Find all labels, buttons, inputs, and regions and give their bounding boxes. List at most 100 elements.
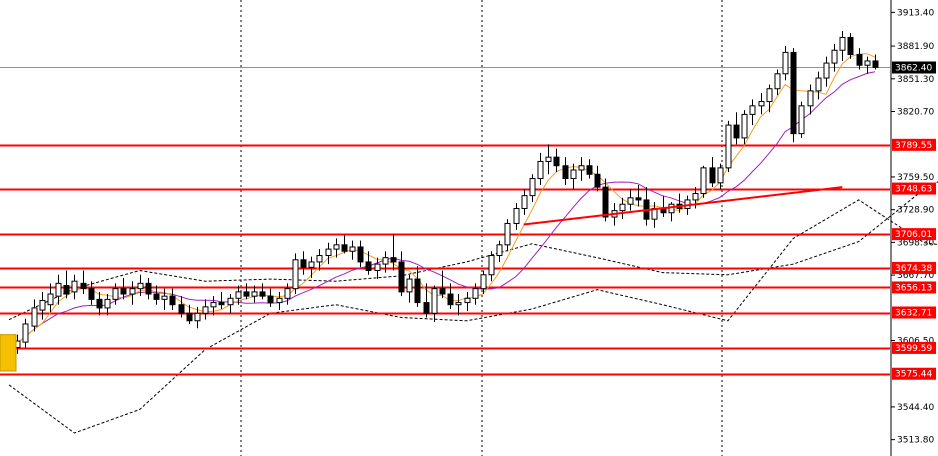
annotations [0, 186, 843, 372]
candle-bullish [619, 203, 626, 212]
candle-bearish [414, 278, 421, 304]
candle-bullish [807, 90, 814, 107]
candle-bearish [602, 186, 609, 218]
candle-bearish [423, 302, 430, 314]
candle-bearish [88, 288, 95, 300]
candle-bullish [39, 299, 46, 311]
level-price-box [892, 228, 936, 241]
candle-bearish [390, 257, 397, 263]
candle-bearish [709, 167, 716, 184]
candle-bearish [243, 291, 250, 297]
level-price-box [892, 182, 936, 195]
candle-bullish [464, 297, 471, 304]
candle-bearish [300, 259, 307, 268]
candle-bearish [635, 197, 642, 201]
level-price-label: 3656.13 [895, 283, 932, 293]
highlight-box [0, 334, 17, 372]
candle-bullish [112, 288, 119, 300]
candle-bullish [692, 193, 699, 201]
candle-bearish [63, 284, 70, 295]
candle-bearish [80, 282, 87, 290]
candle-bullish [325, 248, 332, 257]
candle-bullish [741, 113, 748, 139]
candle-bearish [439, 288, 446, 295]
vertical-gridlines [240, 0, 723, 456]
candle-bullish [545, 156, 552, 162]
candle-bullish [276, 297, 283, 304]
candle-bearish [586, 165, 593, 175]
candle-bullish [480, 274, 487, 290]
candle-bullish [202, 306, 209, 314]
level-price-label: 3674.38 [895, 264, 932, 274]
candle-bearish [872, 60, 879, 68]
candle-bullish [504, 222, 511, 246]
candle-bullish [31, 307, 38, 327]
level-price-box [892, 261, 936, 274]
current-price-box [892, 61, 936, 74]
level-price-label: 3599.59 [895, 344, 932, 354]
bollinger-lower-band [8, 199, 938, 434]
candle-bullish [725, 124, 732, 169]
candle-bearish [553, 156, 560, 167]
candle-bullish [55, 282, 62, 297]
candle-bullish [129, 288, 136, 295]
candle-bullish [235, 291, 242, 299]
axis-tick-label: 3544.40 [897, 403, 934, 413]
level-price-box [892, 341, 936, 354]
support-resistance-levels [0, 67, 890, 376]
price-axis: 3913.40 3881.90 3851.30 3820.70 3759.50 3728.… [890, 0, 936, 456]
candle-bullish [71, 280, 78, 293]
candle-bearish [365, 261, 372, 271]
candle-bullish [137, 282, 144, 290]
candle-bullish [194, 312, 201, 322]
axis-tick-label: 3728.90 [897, 206, 934, 216]
bollinger-upper-band [8, 181, 938, 321]
candle-bullish [349, 246, 356, 252]
candle-bearish [267, 295, 274, 304]
candle-bullish [823, 62, 830, 79]
candle-bullish [521, 195, 528, 209]
candle-bullish [864, 60, 871, 66]
candle-bullish [374, 263, 381, 271]
candle-bullish [227, 297, 234, 306]
candle-bearish [96, 298, 103, 309]
candle-bullish [815, 77, 822, 92]
candle-bullish [284, 288, 291, 299]
trendline [523, 186, 843, 226]
candle-bullish [513, 207, 520, 224]
candle-bearish [186, 312, 193, 322]
candle-bullish [782, 51, 789, 75]
candle-bullish [292, 259, 299, 290]
slow-moving-average [8, 71, 876, 346]
candle-bearish [733, 124, 740, 139]
level-price-box [892, 281, 936, 294]
candle-bearish [790, 51, 797, 135]
candle-bearish [856, 54, 863, 66]
candle-bullish [766, 88, 773, 103]
bollinger-bands [8, 181, 938, 434]
candle-bullish [308, 261, 315, 268]
axis-tick-label: 3759.50 [897, 173, 934, 183]
candle-bullish [798, 105, 805, 135]
candle-bearish [847, 36, 854, 56]
candle-bullish [382, 257, 389, 265]
candle-bearish [218, 302, 225, 306]
candle-bullish [161, 295, 168, 300]
candle-bullish [316, 255, 323, 263]
candle-bearish [341, 244, 348, 252]
candle-bearish [178, 304, 185, 314]
axis-tick-label: 3606.50 [897, 337, 934, 347]
current-price-label: 3862.40 [895, 64, 932, 74]
level-price-label: 3748.63 [895, 185, 932, 195]
axis-tick-label: 3851.30 [897, 75, 934, 85]
candle-bullish [333, 244, 340, 250]
level-price-box [892, 306, 936, 319]
axis-tick-label: 3513.80 [897, 436, 934, 446]
axis-tick-label: 3667.70 [897, 271, 934, 281]
candlesticks [6, 31, 879, 367]
candle-bullish [758, 101, 765, 107]
candle-bullish [455, 302, 462, 306]
axis-tick-label: 3698.30 [897, 238, 934, 248]
candle-bearish [120, 288, 127, 295]
